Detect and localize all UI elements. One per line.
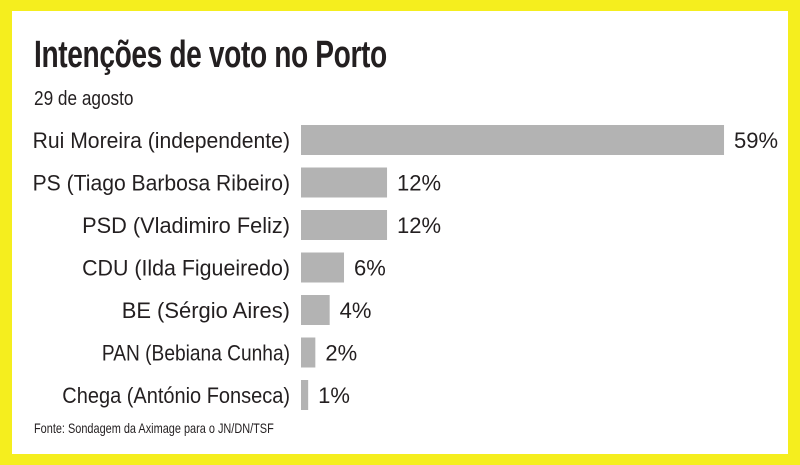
category-label: Rui Moreira (independente) xyxy=(33,128,290,153)
bar xyxy=(301,167,388,198)
bar xyxy=(301,125,725,155)
value-label: 1% xyxy=(318,383,350,408)
value-label: 4% xyxy=(340,298,372,323)
value-label: 6% xyxy=(354,256,386,281)
category-label: PSD (Vladimiro Feliz) xyxy=(82,213,290,238)
value-label: 59% xyxy=(734,128,778,153)
bar xyxy=(301,252,345,283)
bar xyxy=(301,210,388,240)
bar xyxy=(301,295,330,325)
bar xyxy=(301,337,316,368)
value-label: 12% xyxy=(397,171,441,196)
value-label: 2% xyxy=(325,341,357,366)
category-label: CDU (Ilda Figueiredo) xyxy=(82,256,290,281)
chart-subtitle: 29 de agosto xyxy=(34,88,134,110)
category-label: Chega (António Fonseca) xyxy=(62,383,290,408)
chart-card: Intenções de voto no Porto 29 de agosto … xyxy=(12,11,788,454)
category-label: PS (Tiago Barbosa Ribeiro) xyxy=(33,171,290,196)
chart-title: Intenções de voto no Porto xyxy=(34,34,387,76)
category-label: BE (Sérgio Aires) xyxy=(122,298,290,323)
chart-source: Fonte: Sondagem da Aximage para o JN/DN/… xyxy=(34,420,274,436)
value-label: 12% xyxy=(397,213,441,238)
category-label: PAN (Bebiana Cunha) xyxy=(102,341,290,366)
bar xyxy=(301,380,309,410)
